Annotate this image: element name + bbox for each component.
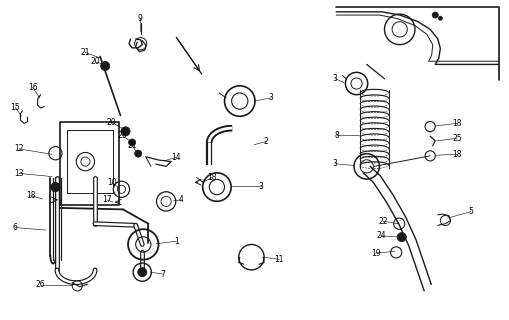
Text: 16: 16 [27,83,37,92]
Circle shape [134,150,142,157]
Text: 26: 26 [36,280,45,289]
Text: 22: 22 [378,217,387,226]
Circle shape [100,61,109,71]
Text: 1: 1 [174,237,178,246]
Circle shape [397,233,406,242]
Text: 6: 6 [13,223,18,232]
Text: 9: 9 [137,14,142,23]
Text: 5: 5 [467,207,472,216]
Text: 13: 13 [14,169,23,178]
Text: 24: 24 [375,231,385,240]
Text: 10: 10 [107,179,117,188]
Text: 3: 3 [332,159,337,168]
Text: 25: 25 [451,134,461,143]
Text: 19: 19 [371,249,380,258]
Text: 7: 7 [160,269,165,279]
Text: 12: 12 [14,144,23,153]
Text: 4: 4 [179,195,183,204]
Circle shape [431,12,437,18]
Text: 20: 20 [107,118,117,127]
Text: 23: 23 [117,131,127,140]
Circle shape [437,16,441,20]
Text: 20: 20 [90,57,100,66]
Circle shape [51,182,60,192]
Text: 21: 21 [127,141,136,150]
Circle shape [137,268,147,277]
Circle shape [121,127,130,136]
Text: 17: 17 [102,195,111,204]
Text: 18: 18 [451,150,461,159]
Text: 2: 2 [263,137,268,146]
Text: 3: 3 [258,182,263,191]
Text: 8: 8 [334,131,339,140]
Text: 14: 14 [171,153,181,162]
Text: 11: 11 [274,255,284,264]
Text: 18: 18 [26,191,35,200]
Text: 18: 18 [207,173,216,182]
Text: 15: 15 [11,103,20,112]
Text: 3: 3 [268,93,273,102]
Text: 3: 3 [332,74,337,83]
Text: 18: 18 [451,119,461,128]
Text: 21: 21 [80,48,90,57]
Circle shape [128,139,135,146]
